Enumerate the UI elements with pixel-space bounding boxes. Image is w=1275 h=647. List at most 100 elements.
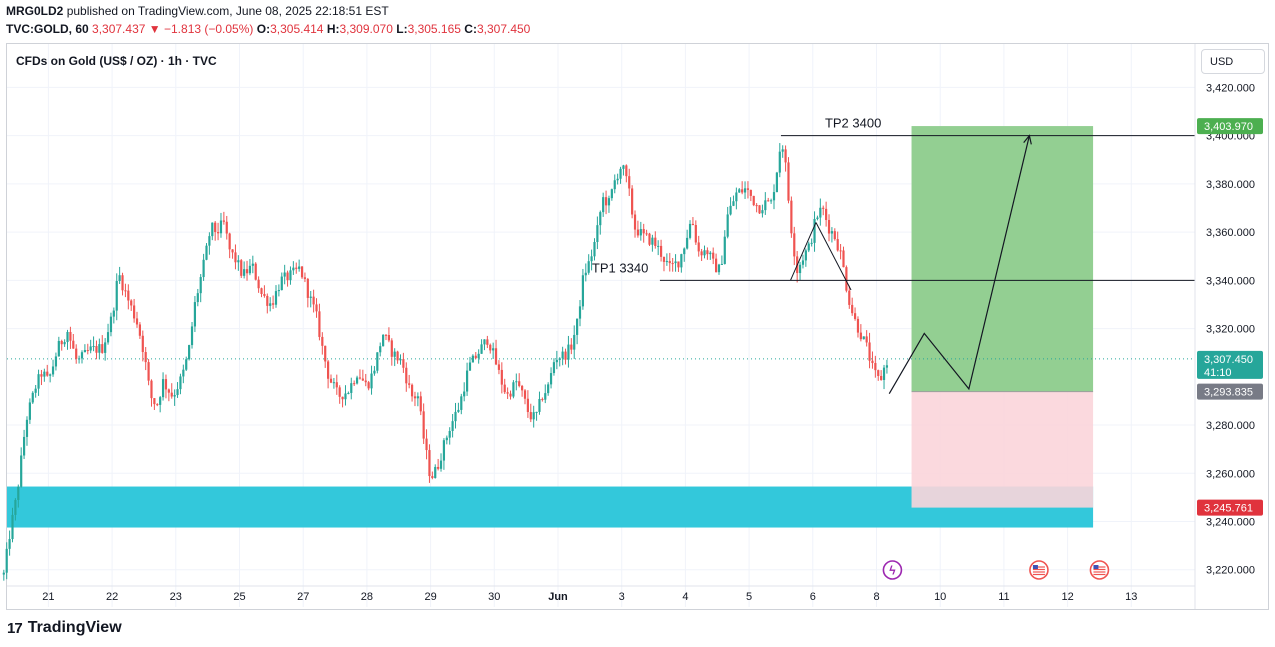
- candle[interactable]: [393, 348, 396, 367]
- author-name[interactable]: MRG0LD2: [6, 4, 64, 18]
- candle[interactable]: [662, 256, 666, 272]
- candle[interactable]: [790, 196, 793, 238]
- candle[interactable]: [193, 296, 197, 333]
- candle[interactable]: [416, 392, 419, 407]
- candle[interactable]: [761, 204, 764, 218]
- candle[interactable]: [80, 350, 84, 364]
- candle[interactable]: [376, 352, 379, 374]
- candle[interactable]: [726, 206, 729, 239]
- candle[interactable]: [69, 326, 72, 349]
- candle[interactable]: [697, 235, 700, 257]
- candle[interactable]: [659, 239, 663, 262]
- candle[interactable]: [402, 352, 405, 373]
- candle[interactable]: [179, 373, 182, 395]
- candle[interactable]: [848, 285, 851, 309]
- candle[interactable]: [211, 222, 214, 241]
- candle[interactable]: [581, 268, 585, 310]
- candle[interactable]: [274, 285, 278, 308]
- projected-path[interactable]: [888, 135, 1030, 394]
- candle[interactable]: [11, 507, 14, 543]
- candle[interactable]: [607, 195, 611, 213]
- candle[interactable]: [596, 216, 599, 250]
- candle[interactable]: [573, 325, 576, 359]
- candle[interactable]: [335, 374, 338, 395]
- candle[interactable]: [648, 232, 651, 247]
- candle[interactable]: [520, 384, 524, 397]
- candle[interactable]: [271, 295, 275, 309]
- candle[interactable]: [460, 393, 463, 415]
- candle[interactable]: [196, 288, 199, 307]
- candle[interactable]: [51, 359, 55, 377]
- candle[interactable]: [167, 388, 170, 402]
- candle[interactable]: [772, 184, 776, 210]
- candle[interactable]: [161, 372, 165, 401]
- candle[interactable]: [639, 221, 642, 241]
- candle[interactable]: [350, 377, 353, 400]
- candle[interactable]: [390, 338, 393, 366]
- candle[interactable]: [315, 298, 318, 318]
- candle[interactable]: [781, 145, 784, 158]
- candle[interactable]: [778, 143, 781, 178]
- candle[interactable]: [63, 339, 66, 347]
- candle[interactable]: [153, 398, 156, 410]
- candle[interactable]: [367, 380, 370, 391]
- candle[interactable]: [141, 330, 144, 362]
- candle[interactable]: [509, 390, 512, 400]
- candle[interactable]: [89, 339, 92, 354]
- candle[interactable]: [338, 385, 341, 404]
- candle[interactable]: [489, 343, 492, 354]
- currency-button[interactable]: USD: [1201, 49, 1265, 74]
- candle[interactable]: [576, 318, 579, 345]
- candle[interactable]: [465, 362, 469, 396]
- candle[interactable]: [14, 498, 17, 521]
- candle[interactable]: [633, 210, 637, 238]
- candle[interactable]: [717, 263, 721, 275]
- candle[interactable]: [767, 197, 770, 202]
- candle[interactable]: [454, 402, 457, 429]
- candle[interactable]: [66, 329, 69, 350]
- candle[interactable]: [182, 364, 185, 384]
- candle[interactable]: [219, 212, 223, 238]
- candle[interactable]: [613, 174, 616, 194]
- candle[interactable]: [729, 197, 732, 216]
- candle[interactable]: [309, 290, 312, 308]
- candle[interactable]: [827, 214, 831, 242]
- candle[interactable]: [133, 298, 136, 323]
- candle[interactable]: [694, 220, 697, 245]
- candle[interactable]: [202, 253, 205, 281]
- candle[interactable]: [602, 192, 605, 217]
- candle[interactable]: [283, 264, 286, 285]
- candle[interactable]: [57, 336, 60, 357]
- candle[interactable]: [22, 429, 26, 460]
- candle[interactable]: [75, 344, 78, 364]
- candle[interactable]: [732, 195, 735, 207]
- candle[interactable]: [691, 217, 695, 226]
- candle[interactable]: [541, 397, 544, 402]
- candle[interactable]: [216, 222, 220, 241]
- candle[interactable]: [851, 297, 854, 316]
- candle[interactable]: [127, 284, 130, 310]
- candle[interactable]: [631, 185, 634, 219]
- candle[interactable]: [251, 255, 254, 274]
- candle[interactable]: [109, 312, 113, 337]
- candle[interactable]: [231, 249, 234, 259]
- candle[interactable]: [173, 389, 176, 406]
- candle[interactable]: [245, 260, 249, 281]
- candle[interactable]: [306, 277, 309, 308]
- candle[interactable]: [269, 297, 272, 312]
- candle[interactable]: [793, 226, 796, 266]
- candle[interactable]: [561, 346, 564, 366]
- candle[interactable]: [405, 362, 408, 392]
- candle[interactable]: [188, 344, 191, 361]
- candle[interactable]: [118, 266, 121, 284]
- candle[interactable]: [260, 287, 263, 298]
- candle[interactable]: [257, 276, 260, 293]
- candle[interactable]: [263, 285, 266, 298]
- candle[interactable]: [787, 157, 790, 204]
- candle[interactable]: [92, 336, 95, 352]
- candle[interactable]: [448, 427, 451, 445]
- tradingview-logo[interactable]: 17 TradingView: [7, 619, 122, 637]
- candle[interactable]: [480, 339, 483, 354]
- candle[interactable]: [497, 360, 501, 375]
- candle[interactable]: [801, 254, 805, 269]
